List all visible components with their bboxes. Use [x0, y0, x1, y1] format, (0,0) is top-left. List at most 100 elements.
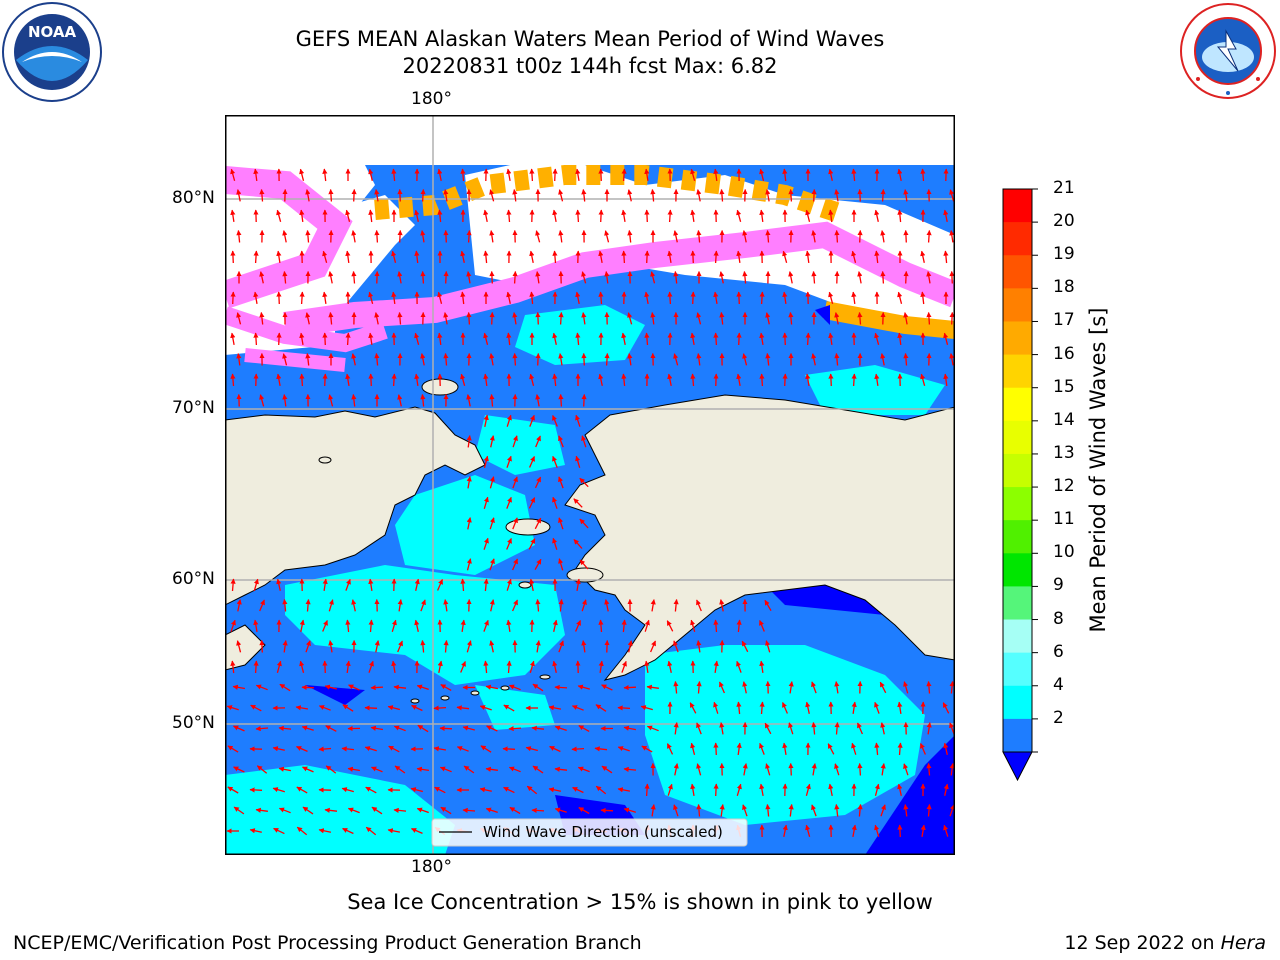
- wave-direction-arrow: [414, 578, 420, 591]
- wave-direction-arrow: [368, 209, 374, 223]
- wave-direction-arrow: [393, 684, 407, 690]
- wave-direction-arrow: [713, 619, 719, 633]
- wave-direction-arrow: [598, 291, 604, 305]
- wave-direction-arrow: [489, 599, 495, 612]
- wave-direction-arrow: [548, 705, 562, 711]
- wave-direction-arrow: [713, 332, 719, 346]
- wave-direction-arrow: [577, 684, 590, 690]
- wave-direction-arrow: [943, 742, 949, 755]
- wave-direction-arrow: [483, 578, 489, 592]
- wave-direction-arrow: [534, 558, 542, 571]
- wave-direction-arrow: [535, 394, 541, 407]
- wave-direction-arrow: [259, 188, 265, 202]
- wave-direction-arrow: [949, 189, 955, 202]
- wave-direction-arrow: [506, 168, 512, 182]
- wave-direction-arrow: [581, 393, 587, 407]
- wave-direction-arrow: [874, 742, 880, 756]
- wave-direction-arrow: [736, 209, 742, 222]
- lat-label-70: 70°N: [172, 398, 215, 418]
- wave-direction-arrow: [558, 393, 564, 407]
- wave-direction-arrow: [949, 230, 955, 243]
- wave-direction-arrow: [759, 620, 765, 632]
- wave-direction-arrow: [759, 209, 765, 222]
- wave-direction-arrow: [236, 599, 242, 612]
- wave-direction-arrow: [230, 168, 236, 181]
- wave-direction-arrow: [460, 578, 466, 592]
- wave-direction-arrow: [388, 745, 400, 753]
- wave-direction-arrow: [365, 786, 377, 794]
- wave-direction-arrow: [483, 537, 489, 550]
- wave-direction-arrow: [920, 168, 926, 182]
- colorbar-tick-label: 6: [1053, 641, 1064, 662]
- wave-direction-arrow: [903, 270, 909, 284]
- wave-direction-arrow: [318, 746, 332, 752]
- wave-direction-arrow: [483, 332, 489, 345]
- wave-direction-arrow: [811, 230, 817, 243]
- wave-direction-arrow: [273, 827, 285, 835]
- wave-direction-arrow: [696, 722, 702, 735]
- wave-direction-arrow: [466, 435, 472, 448]
- wave-direction-arrow: [322, 168, 328, 182]
- footer-right: 12 Sep 2022 on Hera: [1064, 932, 1266, 954]
- wave-direction-arrow: [834, 763, 840, 776]
- wave-direction-arrow: [719, 804, 725, 817]
- wave-direction-arrow: [874, 824, 880, 837]
- wave-direction-arrow: [696, 803, 702, 817]
- wave-direction-arrow: [880, 188, 886, 202]
- wave-direction-arrow: [345, 578, 351, 591]
- wave-direction-arrow: [301, 684, 315, 691]
- wave-direction-arrow: [282, 270, 288, 284]
- wave-direction-arrow: [594, 746, 608, 752]
- wave-direction-arrow: [880, 270, 886, 284]
- wave-direction-arrow: [926, 803, 932, 817]
- wave-direction-arrow: [926, 311, 932, 325]
- wave-direction-arrow: [414, 619, 420, 632]
- wave-direction-arrow: [943, 209, 949, 223]
- wave-direction-arrow: [834, 352, 840, 366]
- colorbar-tick-label: 20: [1053, 211, 1075, 232]
- wave-direction-arrow: [526, 785, 538, 795]
- wave-direction-arrow: [903, 189, 909, 202]
- wave-direction-arrow: [578, 725, 590, 732]
- wave-direction-arrow: [552, 250, 558, 264]
- wave-direction-arrow: [719, 311, 725, 325]
- wave-direction-arrow: [489, 393, 495, 407]
- wave-direction-arrow: [483, 455, 489, 468]
- wave-direction-arrow: [443, 599, 449, 612]
- wave-direction-arrow: [525, 746, 538, 752]
- wave-direction-arrow: [508, 725, 522, 732]
- wave-direction-arrow: [480, 745, 492, 753]
- wave-direction-arrow: [552, 415, 558, 427]
- period-4-6-patches: [225, 305, 945, 855]
- wind-wave-arrows: [226, 168, 955, 838]
- wave-direction-arrow: [489, 230, 495, 243]
- wave-direction-arrow: [233, 766, 245, 773]
- wave-direction-arrow: [834, 189, 840, 202]
- wave-direction-arrow: [535, 598, 541, 612]
- wave-direction-arrow: [646, 684, 659, 690]
- wave-direction-arrow: [788, 188, 794, 202]
- wave-direction-arrow: [249, 828, 262, 834]
- wave-direction-arrow: [713, 291, 719, 305]
- wave-direction-arrow: [328, 271, 334, 284]
- wave-direction-arrow: [782, 250, 788, 263]
- wave-direction-arrow: [529, 250, 535, 264]
- wave-direction-arrow: [604, 352, 610, 366]
- wave-direction-arrow: [879, 681, 887, 694]
- wave-direction-arrow: [506, 578, 512, 591]
- wave-direction-arrow: [690, 291, 696, 305]
- wave-direction-arrow: [811, 763, 817, 776]
- legend-label: Wind Wave Direction (unscaled): [483, 823, 723, 841]
- wave-direction-arrow: [765, 352, 771, 366]
- wave-direction-arrow: [552, 209, 558, 223]
- wave-direction-arrow: [673, 640, 679, 653]
- wave-direction-arrow: [646, 725, 659, 732]
- wave-direction-arrow: [742, 353, 748, 366]
- wave-direction-arrow: [920, 743, 926, 755]
- wave-direction-arrow: [483, 496, 489, 509]
- wave-direction-arrow: [949, 353, 955, 366]
- wave-direction-arrow: [328, 394, 334, 407]
- wave-direction-arrow: [788, 271, 794, 284]
- wave-direction-arrow: [604, 271, 610, 284]
- wave-direction-arrow: [443, 270, 449, 284]
